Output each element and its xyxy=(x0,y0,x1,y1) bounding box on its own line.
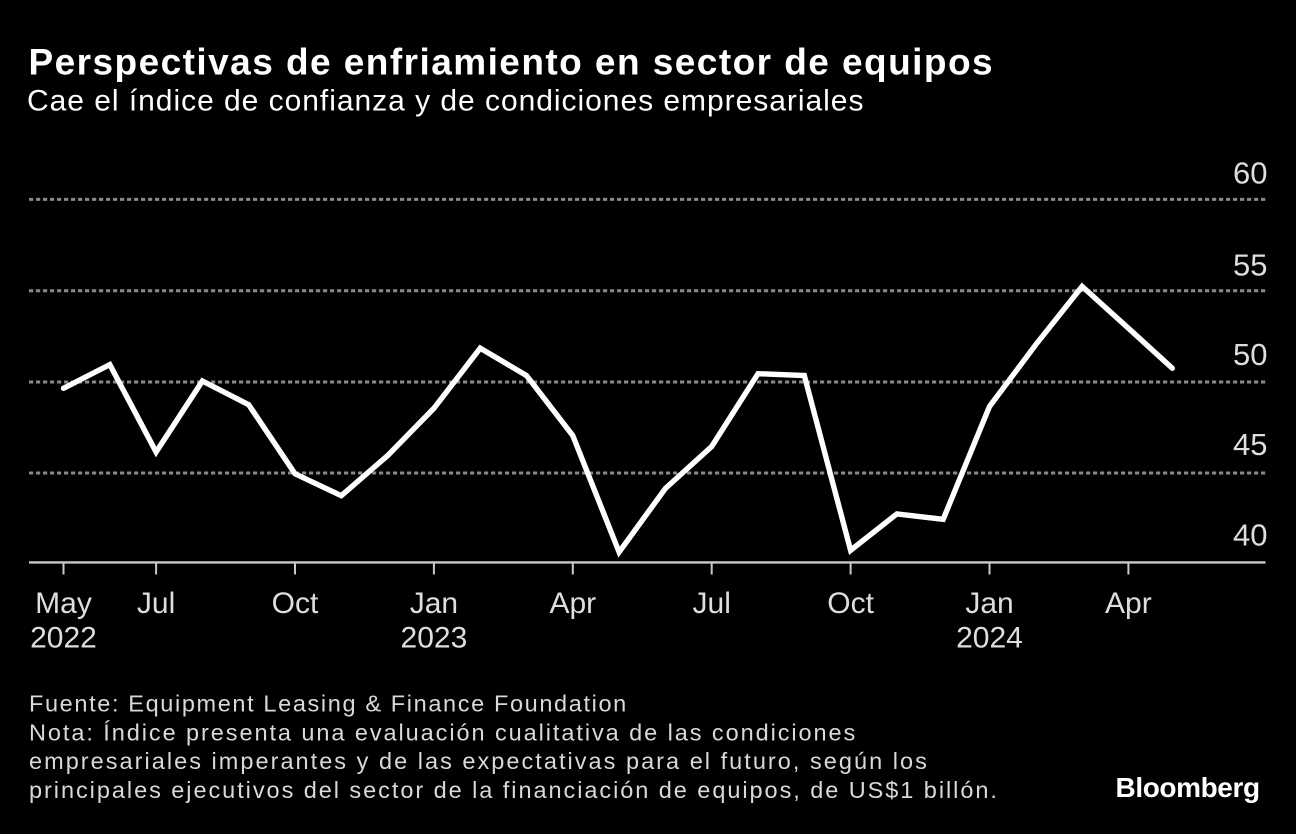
svg-text:2023: 2023 xyxy=(401,622,468,655)
svg-text:Fuente: Equipment Leasing & Fi: Fuente: Equipment Leasing & Finance Foun… xyxy=(29,691,628,717)
svg-text:Bloomberg: Bloomberg xyxy=(1116,772,1260,803)
svg-text:50: 50 xyxy=(1233,337,1267,372)
svg-text:2022: 2022 xyxy=(30,622,97,655)
svg-text:55: 55 xyxy=(1233,247,1267,282)
svg-text:Jul: Jul xyxy=(137,587,175,620)
svg-text:Oct: Oct xyxy=(272,587,319,620)
svg-text:principales ejecutivos del sec: principales ejecutivos del sector de la … xyxy=(29,777,999,803)
svg-text:Perspectivas de enfriamiento e: Perspectivas de enfriamiento en sector d… xyxy=(29,42,995,83)
svg-text:40: 40 xyxy=(1233,518,1267,553)
svg-text:May: May xyxy=(35,587,92,620)
svg-text:Apr: Apr xyxy=(549,587,596,620)
svg-text:Cae el índice de confianza y d: Cae el índice de confianza y de condicio… xyxy=(27,85,864,118)
svg-text:empresariales imperantes y de: empresariales imperantes y de las expect… xyxy=(29,748,929,774)
svg-text:60: 60 xyxy=(1233,156,1267,191)
svg-text:Nota: Índice presenta una eval: Nota: Índice presenta una evaluación cua… xyxy=(29,719,857,745)
svg-text:Jan: Jan xyxy=(965,587,1013,620)
svg-text:Oct: Oct xyxy=(827,587,874,620)
svg-text:Jul: Jul xyxy=(693,587,731,620)
svg-text:Jan: Jan xyxy=(410,587,458,620)
svg-text:45: 45 xyxy=(1233,427,1267,462)
svg-text:Apr: Apr xyxy=(1105,587,1152,620)
svg-text:2024: 2024 xyxy=(956,622,1023,655)
